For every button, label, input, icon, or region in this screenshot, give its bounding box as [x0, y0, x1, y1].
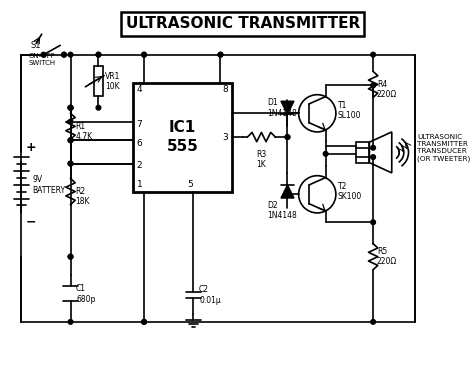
Circle shape [142, 52, 146, 57]
Circle shape [68, 105, 73, 110]
Circle shape [371, 52, 375, 57]
Text: R3
1K: R3 1K [256, 150, 266, 169]
Text: 555: 555 [166, 139, 198, 154]
Text: 5: 5 [188, 180, 193, 189]
Circle shape [68, 105, 73, 110]
Circle shape [68, 105, 73, 110]
Circle shape [96, 52, 101, 57]
Text: 4: 4 [137, 85, 142, 94]
Circle shape [142, 320, 146, 324]
Circle shape [68, 138, 73, 143]
Circle shape [142, 52, 146, 57]
Circle shape [371, 83, 375, 88]
Text: S1: S1 [30, 41, 41, 50]
Circle shape [68, 320, 73, 324]
Circle shape [218, 52, 223, 57]
Text: VR1
10K: VR1 10K [105, 72, 120, 91]
Text: IC1: IC1 [169, 120, 196, 135]
Text: T2
SK100: T2 SK100 [338, 182, 362, 201]
Text: C1
680p: C1 680p [76, 284, 95, 304]
Polygon shape [281, 185, 294, 198]
Text: ULTRASONIC
TRANSMITTER
TRANSDUCER
(OR TWEETER): ULTRASONIC TRANSMITTER TRANSDUCER (OR TW… [417, 134, 470, 162]
Text: ON-OFF
SWITCH: ON-OFF SWITCH [28, 53, 56, 66]
Circle shape [371, 145, 375, 150]
Text: D2
1N4148: D2 1N4148 [267, 201, 297, 220]
Text: R4
220Ω: R4 220Ω [377, 80, 397, 99]
Bar [356, 142, 369, 163]
Text: T1
SL100: T1 SL100 [338, 101, 361, 120]
Text: +: + [25, 141, 36, 154]
Circle shape [68, 52, 73, 57]
Circle shape [285, 135, 290, 139]
Text: 2: 2 [137, 161, 142, 170]
Text: 6: 6 [137, 139, 142, 148]
Circle shape [371, 220, 375, 225]
Text: D1
1N4148: D1 1N4148 [267, 98, 297, 118]
Text: R1
4.7K: R1 4.7K [75, 122, 92, 141]
Circle shape [218, 52, 223, 57]
Circle shape [62, 52, 66, 57]
Text: 7: 7 [137, 120, 142, 129]
Text: −: − [25, 216, 36, 229]
Polygon shape [281, 101, 294, 114]
Text: R5
220Ω: R5 220Ω [377, 247, 397, 266]
Text: 8: 8 [222, 85, 228, 94]
Circle shape [323, 151, 328, 156]
Bar [133, 83, 232, 192]
Circle shape [62, 52, 66, 57]
Circle shape [68, 254, 73, 259]
Circle shape [68, 161, 73, 166]
Text: C2
0.01μ: C2 0.01μ [199, 285, 221, 305]
Text: 3: 3 [222, 132, 228, 142]
Circle shape [68, 120, 73, 124]
Circle shape [371, 155, 375, 159]
Text: ULTRASONIC TRANSMITTER: ULTRASONIC TRANSMITTER [126, 16, 360, 31]
Text: 9V
BATTERY: 9V BATTERY [32, 175, 65, 195]
Circle shape [371, 320, 375, 324]
Bar [94, 66, 103, 96]
Circle shape [68, 161, 73, 166]
Circle shape [285, 135, 290, 139]
Circle shape [96, 52, 101, 57]
Circle shape [68, 138, 73, 143]
Circle shape [96, 105, 101, 110]
Circle shape [142, 320, 146, 324]
Circle shape [68, 254, 73, 259]
Polygon shape [369, 132, 392, 173]
Text: 1: 1 [137, 180, 142, 189]
Text: R2
18K: R2 18K [75, 187, 90, 206]
Circle shape [41, 52, 46, 57]
